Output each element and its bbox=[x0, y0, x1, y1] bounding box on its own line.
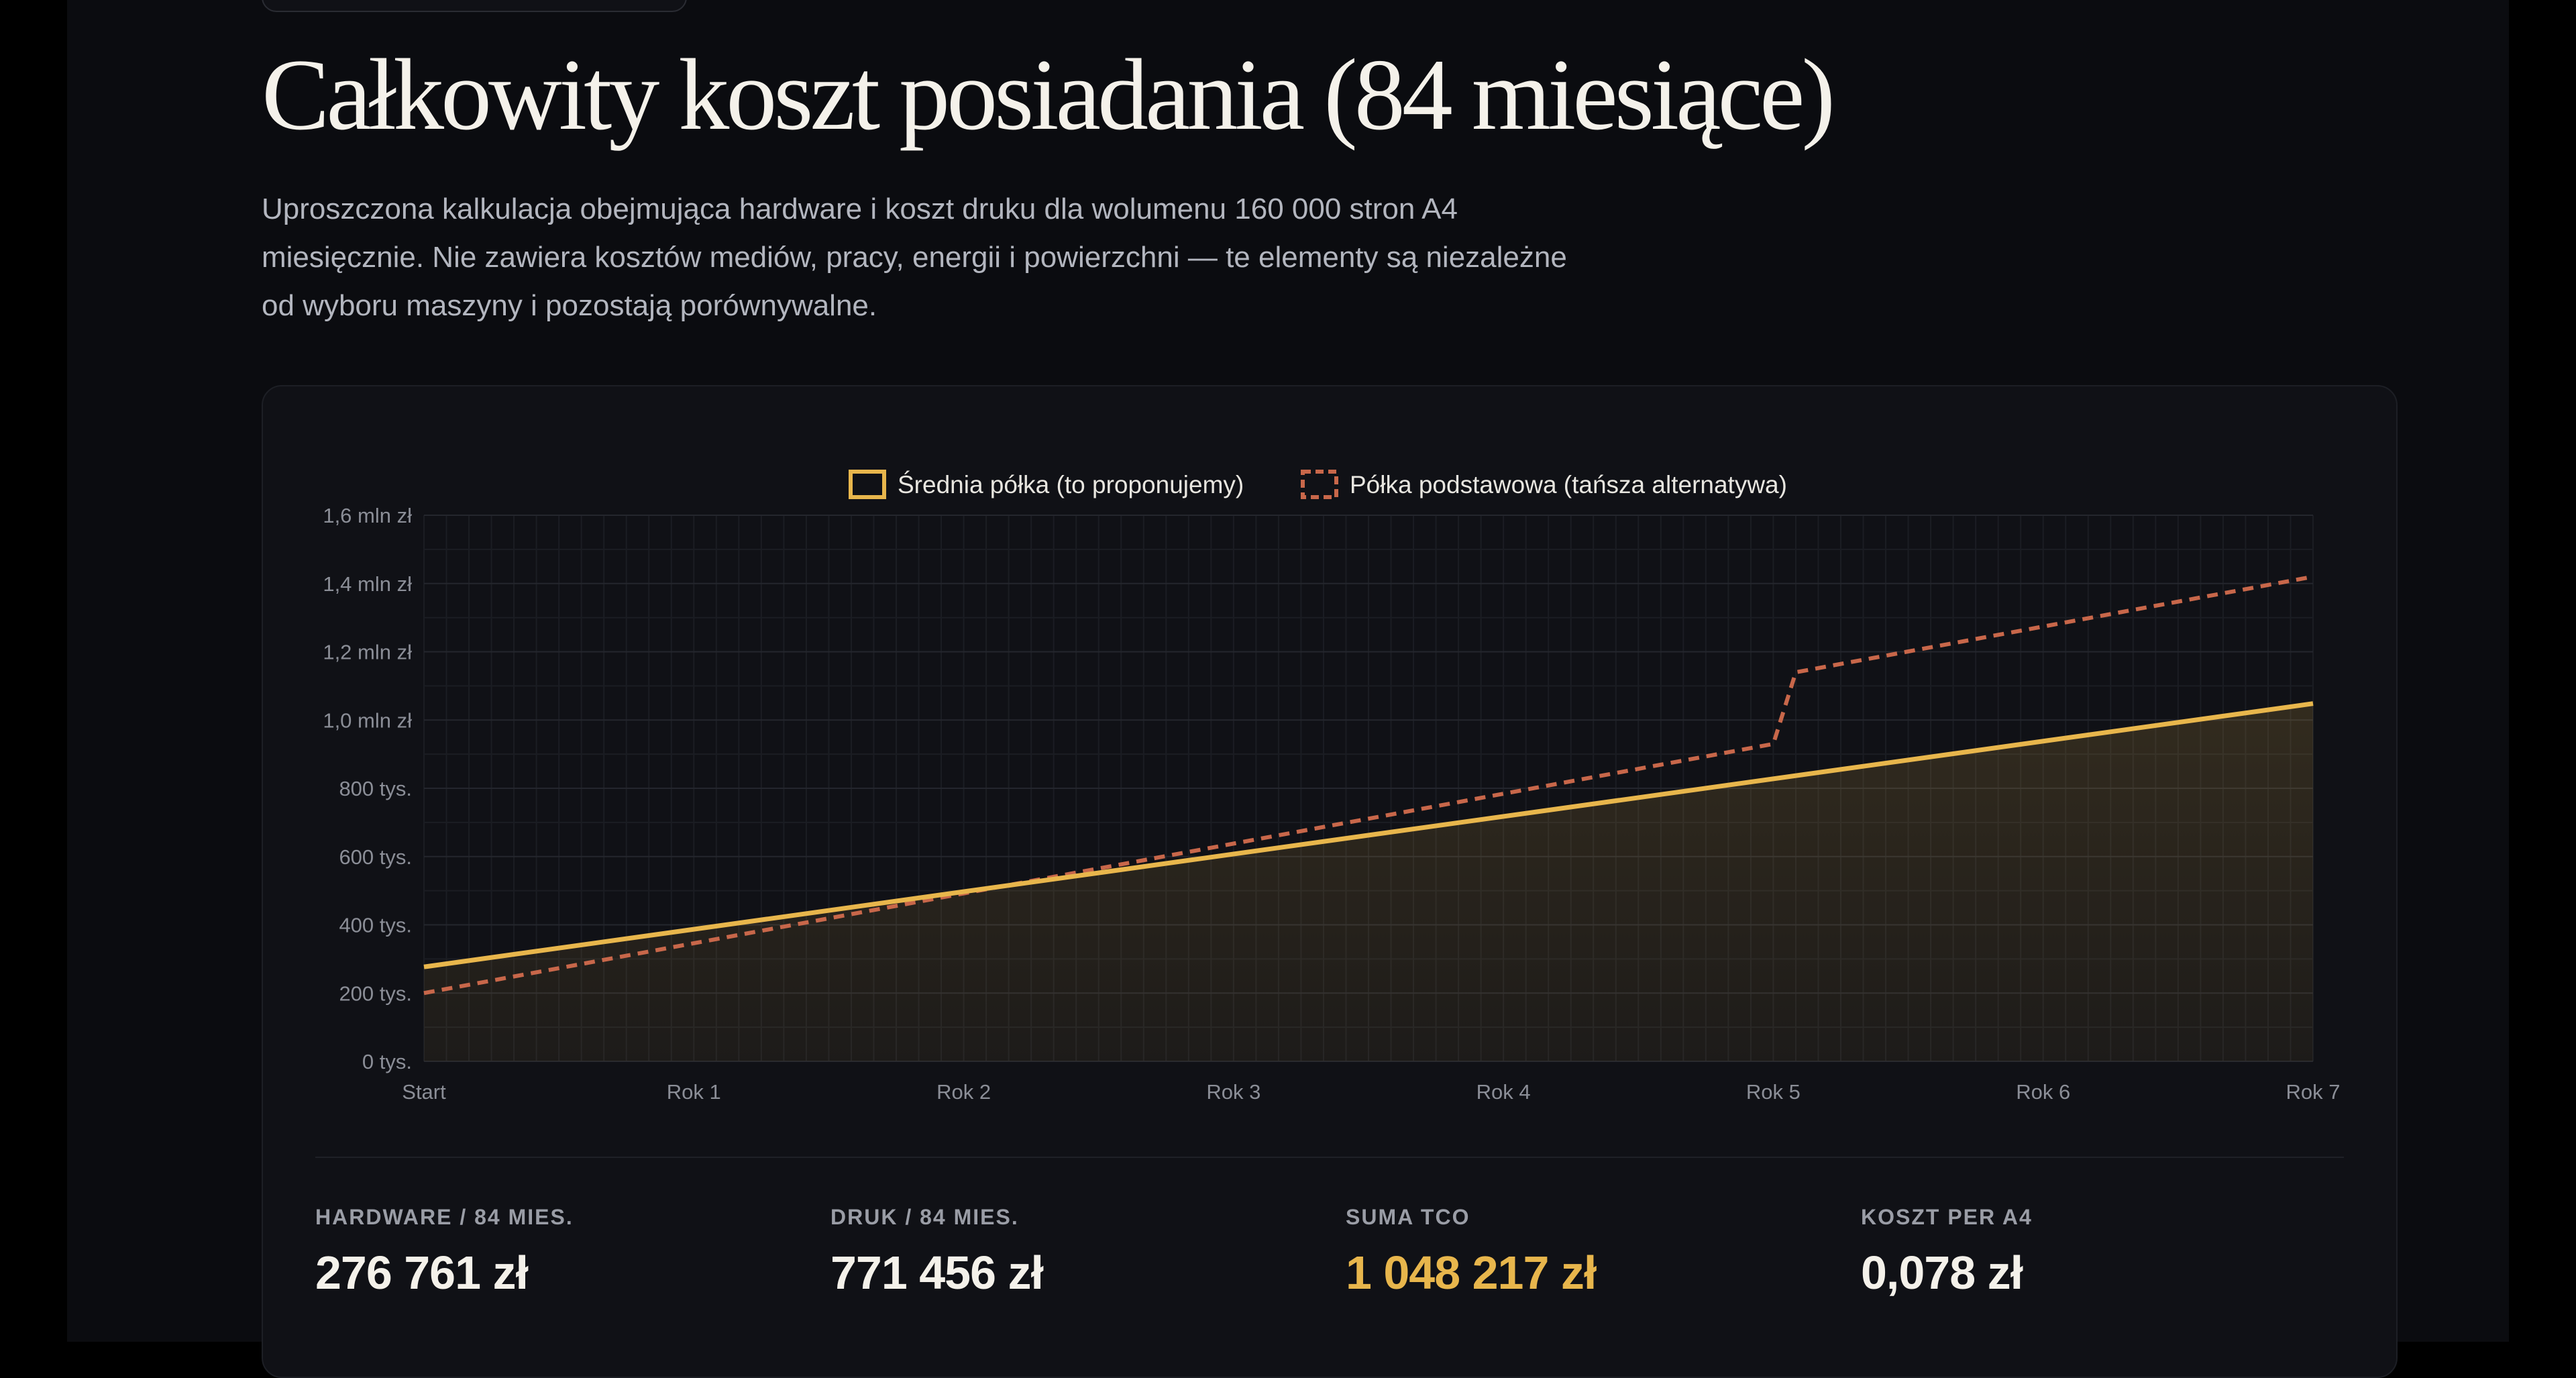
page-title: Całkowity koszt posiadania (84 miesiące) bbox=[262, 38, 1835, 151]
x-tick-label: Rok 3 bbox=[1206, 1080, 1260, 1104]
legend-item: Półka podstawowa (tańsza alternatywa) bbox=[1301, 470, 1787, 499]
legend-label: Półka podstawowa (tańsza alternatywa) bbox=[1350, 471, 1787, 498]
chart-lines-layer bbox=[423, 574, 2314, 996]
stat-label: SUMA TCO bbox=[1346, 1205, 1470, 1229]
legend-swatch bbox=[1301, 470, 1338, 499]
stat-value: 1 048 217 zł bbox=[1346, 1247, 1597, 1299]
y-tick-label: 600 tys. bbox=[339, 845, 412, 869]
series-line-polka-podstawowa bbox=[423, 574, 2314, 996]
y-tick-label: 1,0 mln zł bbox=[323, 708, 412, 732]
x-tick-label: Start bbox=[402, 1080, 446, 1104]
y-tick-label: 1,2 mln zł bbox=[323, 641, 412, 664]
stat-label: DRUK / 84 MIES. bbox=[830, 1205, 1019, 1229]
top-pill[interactable] bbox=[262, 0, 687, 12]
stat-value: 0,078 zł bbox=[1861, 1247, 2023, 1299]
x-tick-label: Rok 4 bbox=[1477, 1080, 1531, 1104]
chart-card: 0 tys. 200 tys. 400 tys. 600 tys. 800 tys. 1,… bbox=[262, 385, 2398, 1378]
y-axis-ticks: 0 tys. 200 tys. 400 tys. 600 tys. 800 tys. 1,… bbox=[323, 504, 412, 1073]
legend-swatch bbox=[849, 470, 886, 499]
legend-label: Średnia półka (to proponujemy) bbox=[898, 470, 1244, 498]
series-area-sredia-polka bbox=[424, 703, 2313, 1061]
x-tick-label: Rok 2 bbox=[936, 1080, 991, 1104]
stat-hardware: HARDWARE / 84 MIES. 276 761 zł bbox=[315, 1205, 574, 1300]
y-tick-label: 1,6 mln zł bbox=[323, 504, 412, 527]
y-tick-label: 1,4 mln zł bbox=[323, 572, 412, 596]
x-tick-label: Rok 7 bbox=[2286, 1080, 2341, 1104]
stat-value: 771 456 zł bbox=[830, 1247, 1044, 1299]
chart-area-layer bbox=[424, 703, 2313, 1061]
page-description: Uproszczona kalkulacja obejmująca hardwa… bbox=[262, 193, 1567, 322]
y-tick-label: 200 tys. bbox=[339, 982, 412, 1005]
stat-label: KOSZT PER A4 bbox=[1861, 1205, 2033, 1229]
stat-print: DRUK / 84 MIES. 771 456 zł bbox=[830, 1205, 1044, 1300]
y-tick-label: 0 tys. bbox=[362, 1050, 412, 1073]
y-tick-label: 400 tys. bbox=[339, 914, 412, 937]
stat-total-tco: SUMA TCO 1 048 217 zł bbox=[1346, 1205, 1597, 1300]
series-line-srednia-polka bbox=[423, 701, 2314, 969]
legend-item: Średnia półka (to proponujemy) bbox=[849, 470, 1244, 499]
stat-label: HARDWARE / 84 MIES. bbox=[315, 1205, 574, 1229]
x-tick-label: Rok 5 bbox=[1746, 1080, 1801, 1104]
y-tick-label: 800 tys. bbox=[339, 777, 412, 800]
x-tick-label: Rok 6 bbox=[2016, 1080, 2070, 1104]
stats-divider bbox=[315, 1157, 2344, 1158]
chart-legend: Średnia półka (to proponujemy) Półka pods… bbox=[849, 470, 1787, 499]
x-axis-ticks: Start Rok 1 Rok 2 Rok 3 Rok 4 Rok 5 Rok 6 Rok 7 bbox=[402, 1080, 2340, 1104]
tco-chart: 0 tys. 200 tys. 400 tys. 600 tys. 800 tys. 1,… bbox=[323, 470, 2340, 1104]
x-tick-label: Rok 1 bbox=[667, 1080, 721, 1104]
stat-value: 276 761 zł bbox=[315, 1247, 529, 1299]
stat-cost-per-a4: KOSZT PER A4 0,078 zł bbox=[1861, 1205, 2033, 1300]
page-panel: Całkowity koszt posiadania (84 miesiące)… bbox=[67, 0, 2509, 1378]
